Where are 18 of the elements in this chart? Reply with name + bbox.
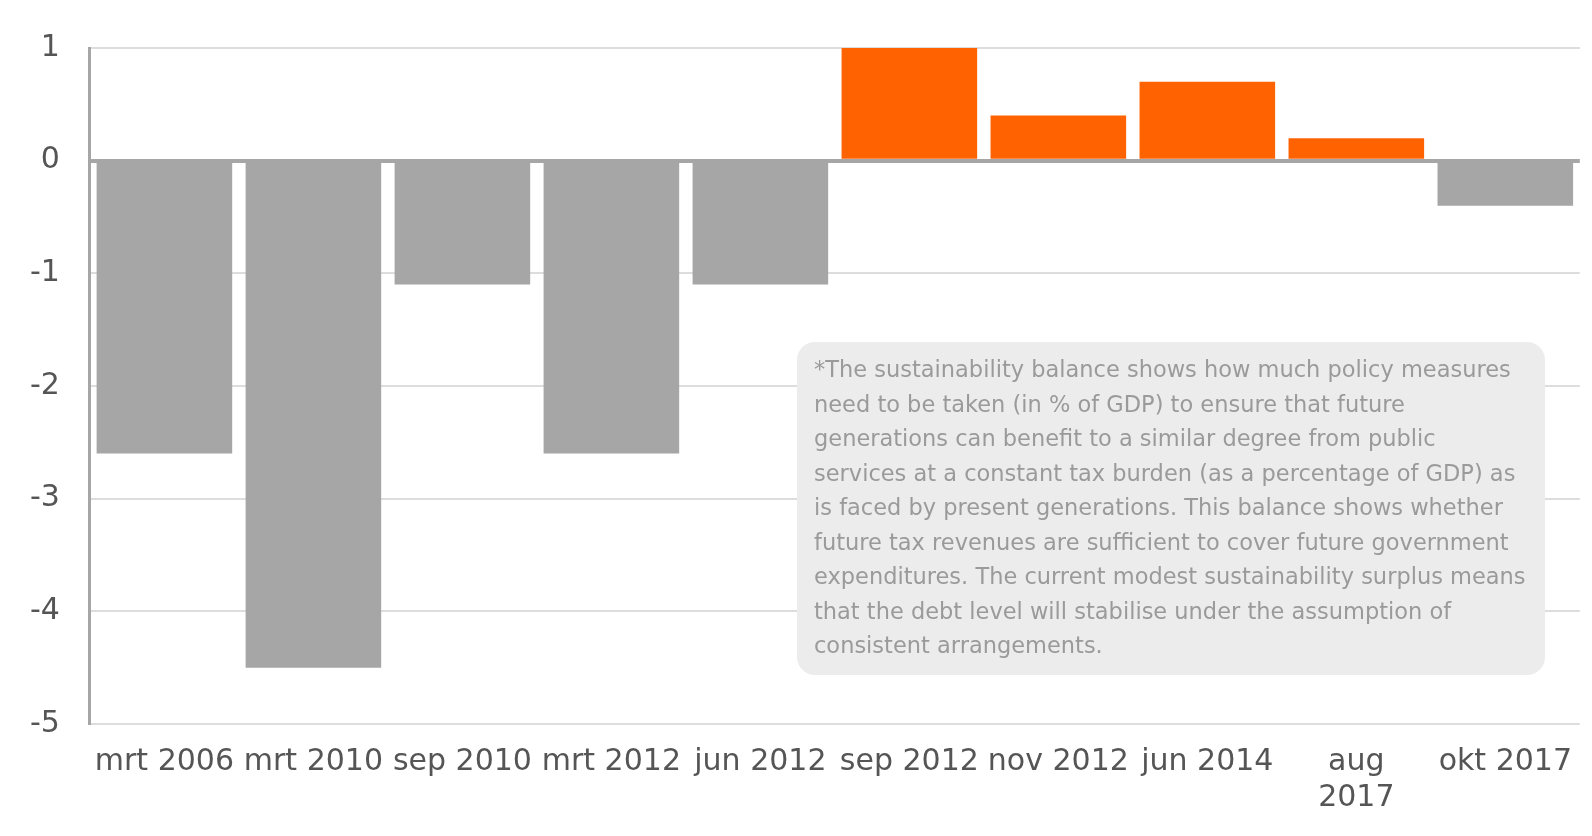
text: *The sustainability balance shows how much policy measures need to be taken (in % of GDP) to ensure that future generations can benefit to a similar degree from public services at a constant tax burden (as a percentage of GDP) as is faced by present generations. This balance shows whether future tax revenues are sufficient to cover future government expenditures. The current modest sustainability surplus means that the debt level will stabilise under the assumption of consistent arrangements. [814, 356, 1526, 658]
x-tick-label: okt 2017 [1438, 741, 1572, 777]
y-tick-label: -5 [29, 703, 60, 739]
x-tick-label: aug 2017 [1318, 741, 1395, 813]
x-tick-label: mrt 2006 [94, 741, 235, 777]
y-tick-label: -4 [29, 591, 60, 627]
x-tick-label: sep 2012 [839, 741, 979, 777]
x-tick-label: mrt 2012 [541, 741, 681, 777]
y-tick-label: 1 [40, 27, 60, 63]
x-tick-label: jun 2014 [1140, 741, 1274, 777]
y-tick-label: -1 [29, 253, 60, 289]
y-tick-label: -3 [29, 478, 60, 514]
y-tick-label: -2 [29, 365, 60, 401]
x-tick-label: sep 2010 [392, 741, 532, 777]
y-tick-label: 0 [40, 140, 60, 176]
x-tick-label: nov 2012 [987, 741, 1129, 777]
x-tick-label: mrt 2010 [243, 741, 384, 777]
x-tick-label: jun 2012 [693, 741, 827, 777]
